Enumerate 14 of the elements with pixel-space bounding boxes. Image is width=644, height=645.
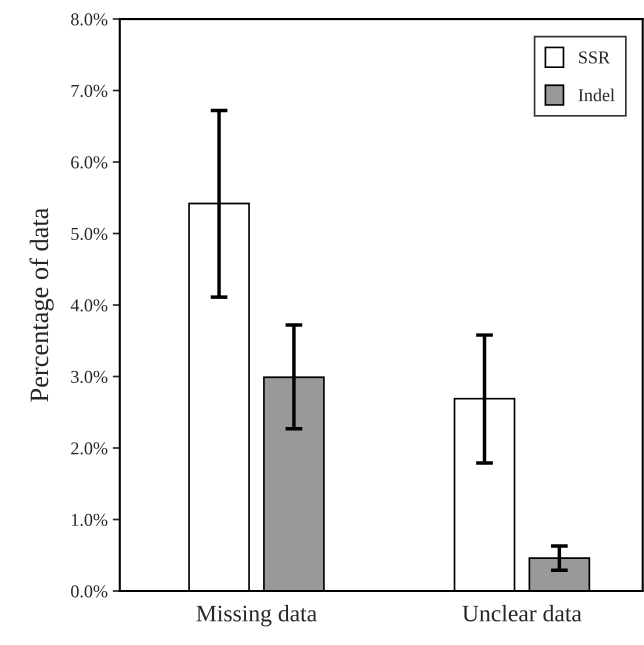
y-tick-label: 7.0% [72,84,108,98]
y-tick-label: 3.0% [71,370,108,384]
y-tick-label: 6.0% [71,156,108,169]
x-tick-label: Unclear data [462,604,582,622]
y-tick-label: 1.0% [72,514,108,526]
y-axis-title: Percentage of data [29,208,54,402]
y-tick-label: 0.0% [71,585,108,598]
y-tick-label: 2.0% [71,442,108,455]
legend-label: Indel [578,88,615,102]
x-tick-label: Missing data [196,604,317,626]
y-tick-label: 5.0% [71,228,108,240]
y-tick-label: 8.0% [71,13,108,26]
legend-label: SSR [579,51,610,64]
y-tick-label: 4.0% [70,299,108,312]
